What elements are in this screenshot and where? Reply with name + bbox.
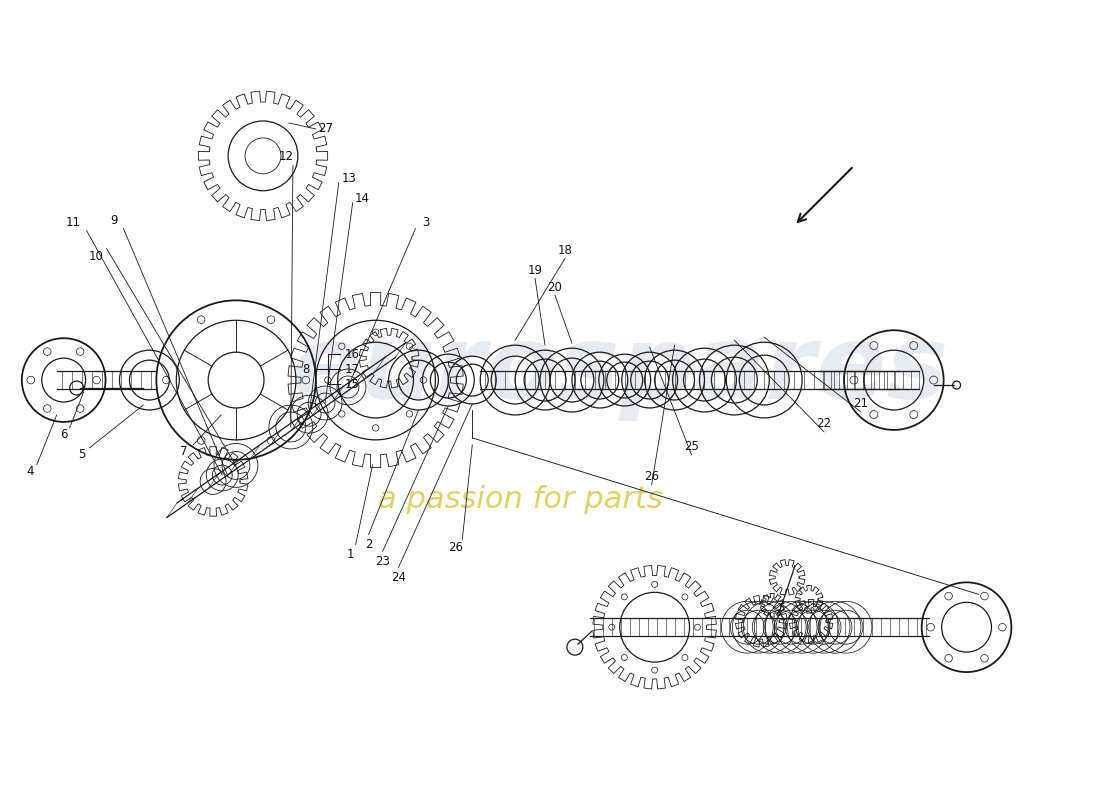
Text: 15: 15 xyxy=(344,378,360,391)
Text: 17: 17 xyxy=(344,363,360,376)
Text: 18: 18 xyxy=(558,244,572,257)
Text: 4: 4 xyxy=(26,466,34,478)
Text: 10: 10 xyxy=(89,250,104,263)
Text: 26: 26 xyxy=(645,470,659,483)
Text: 16: 16 xyxy=(344,348,360,361)
Text: 2: 2 xyxy=(365,538,373,551)
Text: 3: 3 xyxy=(421,216,429,229)
Text: 24: 24 xyxy=(390,571,406,584)
Text: 1: 1 xyxy=(346,548,354,561)
Text: 20: 20 xyxy=(548,281,562,294)
Text: 11: 11 xyxy=(66,216,81,229)
Text: eurospares: eurospares xyxy=(290,320,949,421)
Text: 7: 7 xyxy=(179,446,187,458)
Text: 27: 27 xyxy=(318,122,333,135)
Text: 8: 8 xyxy=(302,363,310,376)
Text: 21: 21 xyxy=(854,398,868,410)
Text: a passion for parts: a passion for parts xyxy=(377,485,662,514)
Text: 19: 19 xyxy=(528,264,542,277)
Text: 13: 13 xyxy=(341,172,356,186)
Text: 9: 9 xyxy=(110,214,118,227)
Text: 6: 6 xyxy=(59,428,67,442)
Text: 14: 14 xyxy=(355,192,371,206)
Text: 25: 25 xyxy=(684,440,699,454)
Text: 22: 22 xyxy=(816,418,832,430)
Text: 26: 26 xyxy=(448,541,463,554)
Text: 12: 12 xyxy=(278,150,294,163)
Text: 5: 5 xyxy=(78,448,86,462)
Text: 23: 23 xyxy=(375,555,390,568)
